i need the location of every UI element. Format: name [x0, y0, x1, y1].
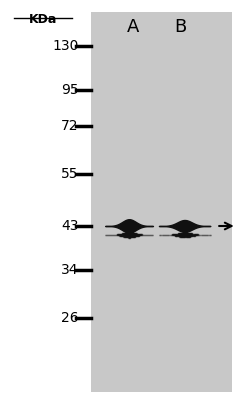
Text: KDa: KDa	[29, 13, 57, 26]
Text: 26: 26	[61, 311, 79, 325]
Text: 34: 34	[61, 263, 79, 277]
Text: B: B	[174, 18, 187, 36]
Text: 95: 95	[61, 83, 79, 97]
Text: 130: 130	[53, 39, 79, 53]
Text: 55: 55	[61, 167, 79, 181]
Bar	[91, 12, 232, 392]
Text: A: A	[126, 18, 139, 36]
Text: 43: 43	[61, 219, 79, 233]
Text: 72: 72	[61, 119, 79, 133]
